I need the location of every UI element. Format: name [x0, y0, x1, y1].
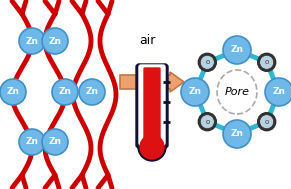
Circle shape [79, 79, 105, 105]
Text: o: o [265, 59, 269, 65]
Circle shape [265, 78, 291, 106]
Text: Zn: Zn [272, 88, 285, 97]
FancyBboxPatch shape [136, 64, 168, 148]
Text: Pore: Pore [224, 87, 249, 97]
Text: Zn: Zn [86, 88, 98, 97]
Text: Zn: Zn [6, 88, 19, 97]
Circle shape [140, 135, 164, 159]
Circle shape [200, 115, 214, 129]
Circle shape [200, 55, 214, 69]
Text: Zn: Zn [26, 138, 38, 146]
Text: Zn: Zn [26, 36, 38, 46]
Text: air: air [139, 35, 155, 47]
Circle shape [223, 36, 251, 64]
Text: Zn: Zn [230, 129, 244, 139]
Circle shape [181, 78, 209, 106]
Circle shape [223, 120, 251, 148]
Circle shape [42, 28, 68, 54]
Circle shape [0, 79, 26, 105]
Circle shape [138, 133, 166, 161]
Text: Zn: Zn [49, 36, 61, 46]
Circle shape [19, 28, 45, 54]
Circle shape [260, 115, 274, 129]
Text: o: o [205, 119, 210, 125]
FancyBboxPatch shape [139, 65, 165, 145]
Text: Zn: Zn [49, 138, 61, 146]
Circle shape [198, 53, 216, 71]
Circle shape [258, 113, 276, 131]
FancyBboxPatch shape [144, 68, 160, 142]
Text: Zn: Zn [230, 46, 244, 54]
Text: Zn: Zn [58, 88, 72, 97]
Circle shape [42, 129, 68, 155]
Text: o: o [205, 59, 210, 65]
Circle shape [258, 53, 276, 71]
Circle shape [198, 113, 216, 131]
FancyArrow shape [120, 72, 184, 92]
Circle shape [260, 55, 274, 69]
Text: Zn: Zn [189, 88, 201, 97]
Circle shape [52, 79, 78, 105]
Circle shape [19, 129, 45, 155]
Text: o: o [265, 119, 269, 125]
